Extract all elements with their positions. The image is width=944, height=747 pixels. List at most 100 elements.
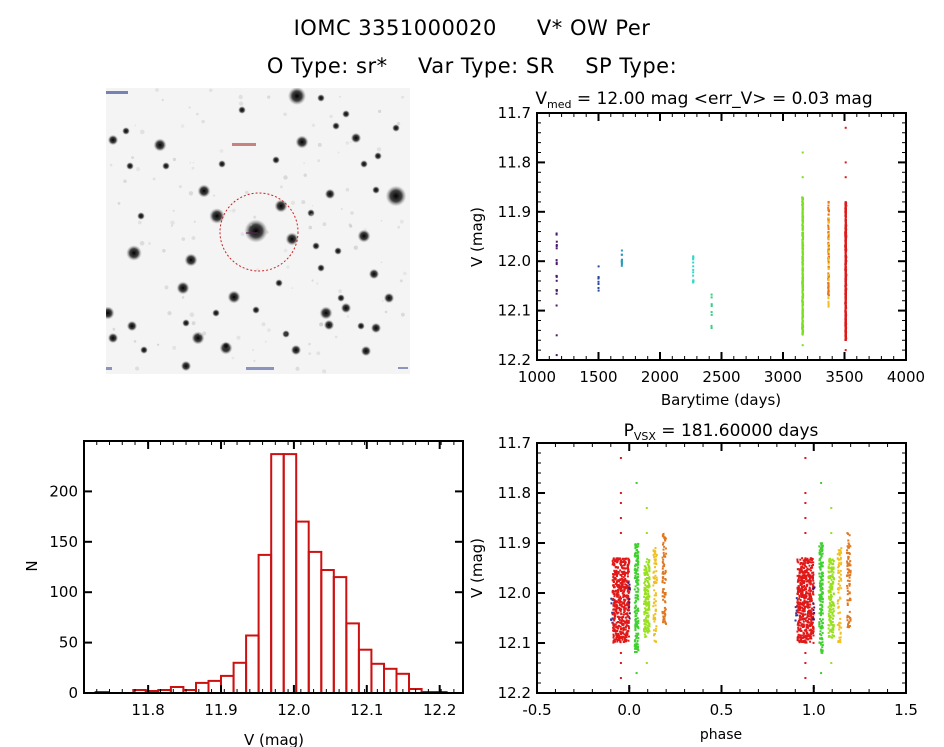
data-point bbox=[849, 564, 852, 567]
data-point bbox=[624, 621, 627, 624]
data-point bbox=[634, 551, 637, 554]
data-point bbox=[646, 614, 648, 617]
data-point bbox=[623, 606, 626, 609]
data-point bbox=[797, 579, 800, 582]
data-point bbox=[664, 571, 667, 573]
data-point bbox=[844, 310, 847, 313]
data-point bbox=[804, 571, 807, 574]
sky-speckle bbox=[162, 248, 166, 253]
data-point bbox=[627, 580, 630, 583]
data-point bbox=[801, 262, 804, 265]
sky-star bbox=[287, 88, 307, 106]
data-point bbox=[620, 612, 623, 615]
data-point bbox=[818, 559, 821, 562]
data-point bbox=[615, 601, 618, 604]
data-point bbox=[846, 614, 849, 617]
data-point bbox=[612, 641, 615, 644]
data-point bbox=[848, 552, 851, 555]
series-red-repeat bbox=[796, 457, 815, 679]
data-point bbox=[648, 566, 651, 569]
data-point bbox=[830, 628, 833, 631]
data-point bbox=[619, 532, 622, 534]
data-point bbox=[616, 638, 619, 641]
data-point bbox=[653, 634, 655, 637]
sky-star bbox=[274, 199, 288, 213]
data-point bbox=[628, 560, 631, 563]
data-point bbox=[648, 583, 651, 586]
data-point bbox=[805, 637, 808, 640]
data-point bbox=[839, 556, 842, 559]
sky-speckle bbox=[308, 225, 313, 230]
data-point bbox=[643, 586, 646, 589]
sky-speckle bbox=[329, 114, 333, 119]
data-point bbox=[810, 597, 813, 600]
data-point bbox=[819, 633, 821, 636]
data-point bbox=[829, 611, 832, 614]
data-point bbox=[643, 628, 646, 631]
data-point bbox=[807, 589, 810, 592]
data-point bbox=[643, 602, 645, 605]
data-point bbox=[612, 626, 615, 629]
data-point bbox=[652, 571, 655, 574]
sky-speckle bbox=[261, 322, 266, 327]
data-point bbox=[830, 578, 833, 581]
data-point bbox=[807, 575, 810, 578]
data-point bbox=[612, 573, 614, 576]
data-point bbox=[800, 569, 803, 571]
data-point bbox=[839, 551, 842, 554]
data-point bbox=[819, 596, 822, 599]
sky-speckle bbox=[231, 356, 235, 360]
data-point bbox=[621, 583, 624, 585]
data-point bbox=[844, 333, 847, 336]
data-point bbox=[838, 554, 841, 557]
data-point bbox=[635, 549, 638, 551]
data-point bbox=[801, 637, 803, 640]
data-point bbox=[652, 616, 655, 619]
data-point bbox=[808, 564, 811, 567]
data-point bbox=[613, 586, 615, 589]
data-point bbox=[795, 597, 798, 600]
data-point bbox=[664, 547, 667, 550]
object-name: V* OW Per bbox=[536, 16, 651, 40]
data-point bbox=[801, 204, 804, 206]
data-point bbox=[555, 275, 558, 278]
data-point bbox=[833, 604, 835, 607]
data-point bbox=[819, 618, 821, 621]
data-point bbox=[840, 561, 843, 564]
data-point bbox=[626, 597, 629, 600]
data-point bbox=[635, 672, 638, 674]
data-point bbox=[844, 266, 847, 269]
data-point bbox=[798, 636, 801, 639]
data-point bbox=[801, 242, 804, 245]
data-point bbox=[844, 238, 847, 241]
data-point bbox=[646, 612, 649, 615]
data-point bbox=[613, 615, 616, 618]
data-point bbox=[832, 567, 835, 570]
data-point bbox=[801, 297, 804, 300]
data-point bbox=[800, 565, 803, 568]
data-point bbox=[622, 576, 625, 579]
series-season1 bbox=[555, 232, 558, 357]
data-point bbox=[615, 611, 618, 614]
data-point bbox=[614, 630, 617, 633]
data-point bbox=[809, 592, 811, 595]
data-point bbox=[624, 599, 627, 602]
sky-speckle bbox=[123, 179, 127, 183]
data-point bbox=[625, 632, 628, 635]
data-point bbox=[839, 641, 842, 644]
data-point bbox=[846, 568, 849, 571]
data-point bbox=[662, 565, 665, 568]
data-point bbox=[809, 574, 812, 577]
histogram-bar bbox=[332, 576, 348, 694]
data-point bbox=[628, 588, 631, 591]
data-point bbox=[612, 562, 615, 564]
data-point bbox=[821, 586, 824, 589]
sky-star bbox=[295, 135, 309, 149]
data-point bbox=[810, 613, 813, 616]
data-point bbox=[803, 575, 806, 578]
series-green bbox=[633, 482, 640, 674]
data-point bbox=[809, 583, 812, 586]
data-point bbox=[637, 595, 639, 598]
data-point bbox=[799, 634, 802, 637]
